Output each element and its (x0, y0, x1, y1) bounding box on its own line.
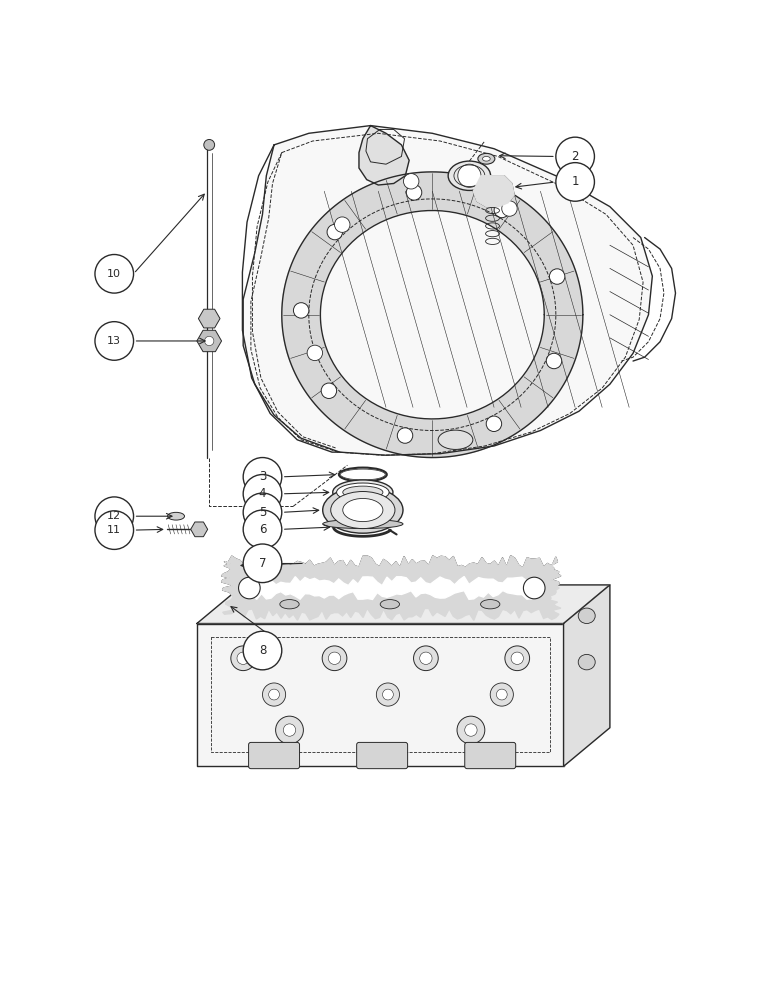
Circle shape (293, 303, 309, 318)
Circle shape (239, 577, 260, 599)
Circle shape (95, 497, 134, 536)
Text: 13: 13 (107, 336, 121, 346)
Circle shape (283, 724, 296, 736)
Text: 7: 7 (259, 557, 266, 570)
Circle shape (243, 544, 282, 583)
Circle shape (502, 201, 517, 216)
Text: 8: 8 (259, 644, 266, 657)
Circle shape (404, 174, 419, 189)
Ellipse shape (578, 654, 595, 670)
Circle shape (243, 458, 282, 496)
Circle shape (307, 345, 323, 361)
Circle shape (494, 202, 510, 218)
Polygon shape (282, 172, 583, 458)
Polygon shape (359, 126, 409, 185)
Circle shape (406, 185, 422, 200)
Circle shape (231, 646, 256, 671)
Polygon shape (564, 585, 610, 766)
Ellipse shape (448, 161, 491, 190)
Circle shape (322, 646, 347, 671)
Ellipse shape (337, 483, 389, 502)
Text: 11: 11 (107, 525, 121, 535)
Circle shape (328, 652, 340, 664)
Ellipse shape (343, 486, 383, 498)
Circle shape (458, 164, 481, 187)
Circle shape (243, 493, 282, 532)
Ellipse shape (438, 430, 472, 449)
Text: 6: 6 (259, 523, 266, 536)
Text: 2: 2 (571, 150, 579, 163)
Text: 1: 1 (571, 175, 579, 188)
Text: 3: 3 (259, 470, 266, 483)
Text: 10: 10 (107, 269, 121, 279)
Circle shape (457, 716, 485, 744)
Circle shape (496, 689, 507, 700)
Ellipse shape (578, 608, 595, 624)
Circle shape (505, 646, 530, 671)
Circle shape (205, 336, 214, 346)
Circle shape (95, 255, 134, 293)
Text: 4: 4 (259, 487, 266, 500)
Circle shape (556, 163, 594, 201)
Text: 5: 5 (259, 506, 266, 519)
Circle shape (334, 217, 350, 232)
Circle shape (269, 689, 279, 700)
Polygon shape (473, 176, 514, 207)
FancyBboxPatch shape (357, 742, 408, 769)
Circle shape (414, 646, 438, 671)
Ellipse shape (343, 498, 383, 522)
Polygon shape (197, 585, 610, 624)
Ellipse shape (323, 487, 403, 533)
Circle shape (237, 652, 249, 664)
Ellipse shape (323, 519, 403, 529)
Ellipse shape (482, 156, 490, 161)
Circle shape (95, 322, 134, 360)
Circle shape (547, 353, 562, 369)
Circle shape (490, 683, 513, 706)
Ellipse shape (330, 492, 395, 529)
Circle shape (327, 224, 343, 240)
Circle shape (243, 631, 282, 670)
Circle shape (398, 428, 413, 443)
Circle shape (243, 510, 282, 549)
FancyBboxPatch shape (249, 742, 300, 769)
Text: 12: 12 (107, 511, 121, 521)
Polygon shape (243, 126, 652, 455)
Polygon shape (320, 211, 544, 419)
Circle shape (376, 683, 399, 706)
Circle shape (382, 689, 393, 700)
Circle shape (523, 577, 545, 599)
Circle shape (556, 137, 594, 176)
Ellipse shape (333, 480, 393, 505)
Circle shape (262, 683, 286, 706)
FancyBboxPatch shape (465, 742, 516, 769)
Circle shape (321, 383, 337, 398)
Polygon shape (222, 556, 561, 620)
Circle shape (511, 652, 523, 664)
Ellipse shape (380, 600, 400, 609)
Ellipse shape (168, 512, 185, 520)
Circle shape (276, 716, 303, 744)
Ellipse shape (279, 600, 299, 609)
Circle shape (465, 724, 477, 736)
Circle shape (420, 652, 432, 664)
Circle shape (243, 475, 282, 513)
Circle shape (550, 269, 565, 284)
Ellipse shape (480, 600, 499, 609)
Circle shape (486, 416, 502, 432)
Ellipse shape (478, 153, 495, 164)
Polygon shape (197, 624, 564, 766)
Circle shape (95, 511, 134, 549)
Circle shape (204, 139, 215, 150)
Polygon shape (242, 577, 540, 599)
